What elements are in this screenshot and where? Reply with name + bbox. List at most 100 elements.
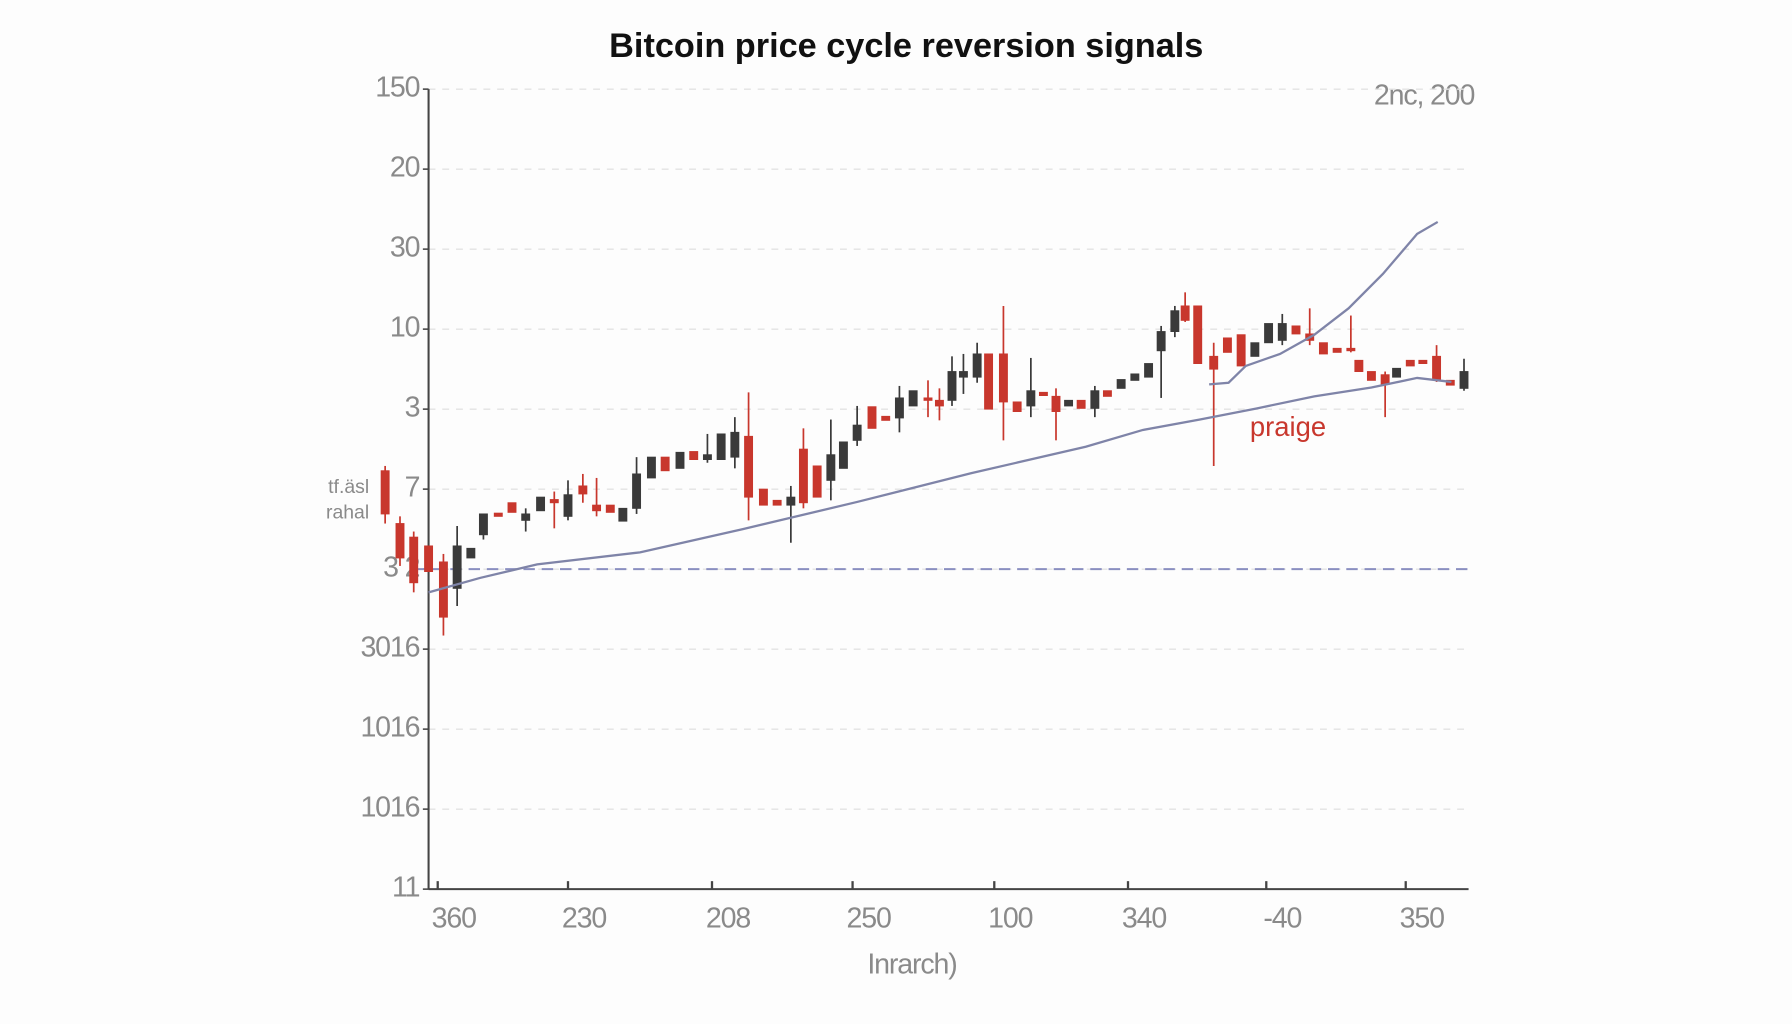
corner-note: 2nc, 200 <box>1374 80 1475 112</box>
y-tick-label: 7 <box>405 472 420 504</box>
candle-body <box>826 454 836 481</box>
candle-body <box>1380 374 1390 385</box>
candle-body <box>660 456 670 472</box>
y-tick-label: 3 <box>405 392 420 424</box>
candle-body <box>1116 379 1126 389</box>
candle-body <box>1236 334 1246 367</box>
y-tick-label: 1016 <box>360 712 419 744</box>
candle-body <box>852 424 862 441</box>
candle-body <box>409 536 419 584</box>
candle-body <box>1180 305 1190 321</box>
candle-body <box>1051 395 1061 412</box>
candle-body <box>838 441 848 469</box>
x-tick-label: 230 <box>562 903 606 935</box>
candle-body <box>424 545 434 573</box>
x-tick-label: -40 <box>1263 903 1301 935</box>
candle-body <box>1130 373 1140 381</box>
candle-body <box>958 371 968 378</box>
candle-body <box>730 431 740 458</box>
candle-body <box>1405 359 1415 367</box>
candle-body <box>984 353 994 410</box>
candle-body <box>1090 390 1100 409</box>
y-tick-label: 11 <box>392 872 420 904</box>
candle-body <box>1318 342 1328 355</box>
candle-body <box>1432 355 1442 380</box>
x-axis-label: Inrarch) <box>867 948 956 980</box>
candle-body <box>605 504 615 513</box>
y-tick-label: 150 <box>375 72 419 104</box>
candle-body <box>1222 337 1232 353</box>
candle-body <box>1156 331 1166 352</box>
x-tick-label: 250 <box>846 903 890 935</box>
candle-body <box>1026 390 1036 407</box>
candle-body <box>646 456 656 479</box>
candle-body <box>1170 310 1180 332</box>
y-tick-label: 20 <box>390 152 420 184</box>
candle-body <box>395 523 405 559</box>
candle-body <box>1102 390 1112 397</box>
candle-body <box>702 454 712 460</box>
x-tick-label: 208 <box>706 903 750 935</box>
candle-body <box>798 448 808 504</box>
candle-body <box>881 415 891 421</box>
x-tick-label: 350 <box>1400 903 1444 935</box>
candle-body <box>744 435 754 498</box>
candle-body <box>786 496 796 506</box>
candle-body <box>1418 359 1428 364</box>
candle-body <box>1291 325 1301 335</box>
candle-body <box>563 494 573 517</box>
candle-body <box>867 406 877 429</box>
candle-body <box>934 399 944 407</box>
y-tick-label: 30 <box>390 232 420 264</box>
candle-body <box>1354 359 1364 372</box>
y-tick-label: 1016 <box>360 792 419 824</box>
candle-body <box>1144 363 1154 378</box>
candle-body <box>1392 367 1402 378</box>
candle-body <box>507 502 517 513</box>
candle-body <box>632 473 642 509</box>
candle-body <box>1277 323 1287 341</box>
candle-body <box>452 545 462 589</box>
x-tick-label: 340 <box>1122 903 1166 935</box>
candle-body <box>618 507 628 522</box>
y-tick-label: 3016 <box>360 632 419 664</box>
candle-body <box>1193 305 1203 365</box>
candle-body <box>549 499 559 504</box>
candle-body <box>478 513 488 536</box>
chart-title: Bitcoin price cycle reversion signals <box>609 27 1203 65</box>
candle-body <box>1076 399 1086 409</box>
candle-body <box>1459 371 1469 389</box>
candle-body <box>380 470 390 515</box>
candle-body <box>493 512 503 517</box>
candle-body <box>812 465 822 498</box>
candle-body <box>675 451 685 469</box>
y-tick-label: 10 <box>390 312 420 344</box>
trend-line <box>1209 220 1439 386</box>
candle-body <box>998 353 1008 403</box>
candle-body <box>908 390 918 407</box>
candle-body <box>521 513 531 521</box>
trend-line <box>428 376 1452 594</box>
candle-body <box>1346 347 1356 352</box>
candle-body <box>1038 391 1048 396</box>
candle-body <box>536 496 546 512</box>
candle-body <box>1264 323 1274 344</box>
candle-body <box>1209 355 1219 370</box>
candle-body <box>689 451 699 461</box>
candle-body <box>466 547 476 559</box>
x-tick-label: 360 <box>432 903 476 935</box>
candle-body <box>1064 399 1074 407</box>
x-tick-label: 100 <box>988 903 1032 935</box>
candle-body <box>1250 342 1260 357</box>
candle-body <box>923 397 933 401</box>
candle-body <box>947 371 957 401</box>
candle-body <box>772 499 782 506</box>
candle-body <box>1012 401 1022 413</box>
candle-body <box>716 433 726 461</box>
candle-body <box>758 488 768 506</box>
side-note: rahal <box>326 501 369 523</box>
marker-label: praige <box>1250 411 1326 442</box>
candle-body <box>1366 371 1376 381</box>
